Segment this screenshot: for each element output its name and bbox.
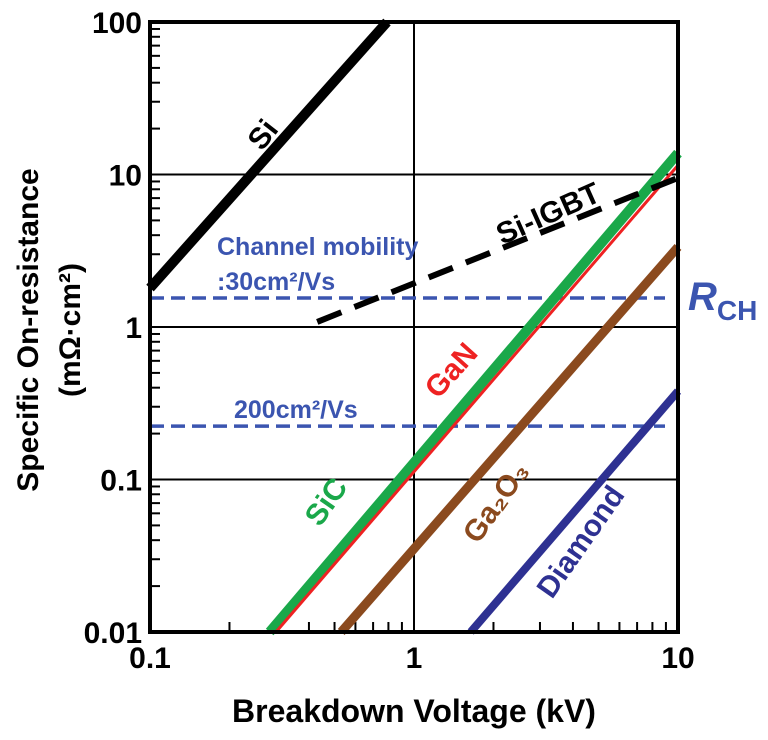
label-si-igbt: Si-IGBT [491, 177, 605, 252]
y-tick-label: 0.1 [100, 465, 142, 498]
reference-lines [150, 296, 665, 428]
series-line-si [146, 18, 391, 292]
series-line-gan [274, 164, 680, 633]
y-axis-unit: (mΩ·cm²) [54, 263, 87, 397]
y-tick-label: 1 [125, 312, 142, 345]
series-line-si-igbt [316, 175, 680, 325]
x-tick-label: 0.1 [129, 642, 171, 675]
label-channel-mobility: Channel mobility [217, 233, 419, 261]
x-axis-label: Breakdown Voltage (kV) [232, 693, 596, 729]
y-tick-label: 100 [92, 7, 142, 40]
label-ga2o3: Ga₂O₃ [457, 456, 536, 549]
y-axis-label: Specific On-resistance [12, 168, 45, 491]
series-line-diamond [467, 388, 682, 635]
label-200cm2vs: 200cm²/Vs [234, 396, 358, 424]
y-tick-label: 0.01 [84, 617, 142, 650]
series-line-ga-o- [337, 243, 682, 635]
series-line-sic [265, 149, 682, 636]
label-sic: SiC [299, 472, 355, 532]
x-tick-label: 10 [661, 642, 694, 675]
y-tick-label: 10 [109, 160, 142, 193]
label-30cm2vs: :30cm²/Vs [217, 268, 335, 296]
plot-frame [148, 20, 680, 634]
series-lines [146, 18, 682, 636]
label-rch: RCH [688, 275, 757, 326]
x-tick-label: 1 [406, 642, 423, 675]
